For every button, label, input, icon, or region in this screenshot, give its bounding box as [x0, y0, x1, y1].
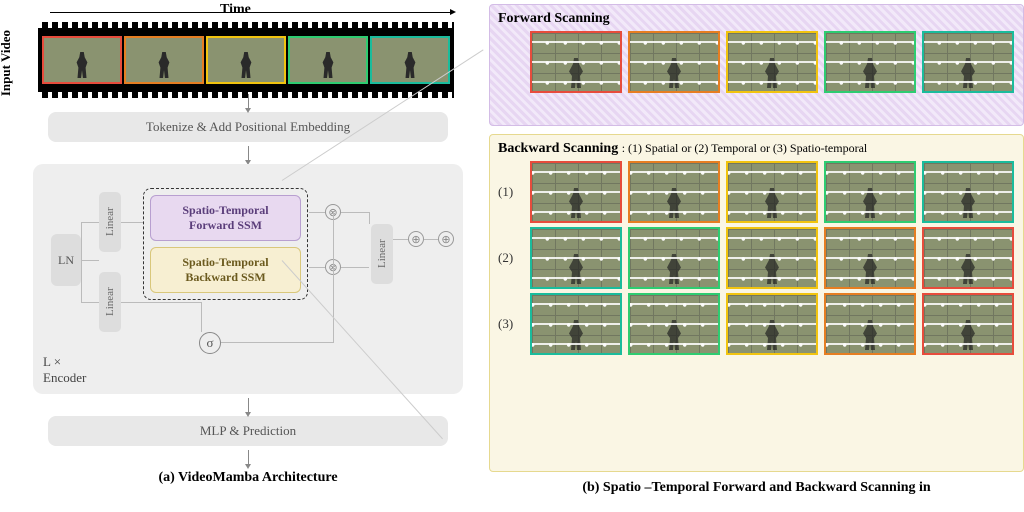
architecture-flow: Tokenize & Add Positional Embedding L × …	[38, 94, 458, 486]
row-label: (2)	[498, 250, 524, 266]
filmstrip	[38, 22, 454, 98]
layernorm-block: LN	[51, 234, 81, 286]
ssm-forward: Spatio-Temporal Forward SSM	[150, 195, 301, 241]
scan-thumb	[726, 161, 818, 223]
figure-root: Time Input Video Tokenize & Add Position…	[0, 0, 1024, 512]
backward-title: Backward Scanning : (1) Spatial or (2) T…	[498, 141, 1015, 157]
scan-thumb	[628, 161, 720, 223]
scan-thumb	[824, 31, 916, 93]
linear-block: Linear	[99, 272, 121, 332]
scan-thumb	[824, 227, 916, 289]
scan-thumb	[530, 293, 622, 355]
scan-thumb	[922, 227, 1014, 289]
scan-thumb	[922, 31, 1014, 93]
encoder-label: L × Encoder	[43, 354, 86, 386]
sigma-op: σ	[199, 332, 221, 354]
thumb-row	[498, 31, 1015, 93]
ssm-group: Spatio-Temporal Forward SSM Spatio-Tempo…	[143, 188, 308, 300]
row-label: (3)	[498, 316, 524, 332]
scan-thumb	[726, 293, 818, 355]
video-frame	[124, 36, 204, 84]
scan-thumb	[922, 293, 1014, 355]
scan-thumb	[628, 293, 720, 355]
scan-thumb	[530, 31, 622, 93]
flow-arrow-icon	[248, 398, 249, 412]
time-arrow	[50, 12, 450, 13]
row-label: (1)	[498, 184, 524, 200]
flow-arrow-icon	[248, 146, 249, 160]
scan-thumb	[824, 161, 916, 223]
forward-scanning-panel: Forward Scanning	[489, 4, 1024, 126]
scan-thumb	[922, 161, 1014, 223]
scan-thumb	[726, 227, 818, 289]
time-label: Time	[220, 2, 251, 18]
thumb-row: (1)	[498, 161, 1015, 223]
caption-a: (a) VideoMamba Architecture	[158, 470, 337, 486]
video-frame	[206, 36, 286, 84]
encoder-block: L × Encoder LN Linear Linear Linear Spat…	[33, 164, 463, 394]
tokenize-block: Tokenize & Add Positional Embedding	[48, 112, 448, 142]
scan-thumb	[530, 161, 622, 223]
scan-thumb	[726, 31, 818, 93]
backward-scanning-panel: Backward Scanning : (1) Spatial or (2) T…	[489, 134, 1024, 472]
caption-b: (b) Spatio –Temporal Forward and Backwar…	[489, 480, 1024, 496]
forward-title: Forward Scanning	[498, 11, 1015, 27]
input-video-label: Input Video	[0, 30, 14, 96]
video-frame	[288, 36, 368, 84]
flow-arrow-icon	[248, 450, 249, 464]
flow-arrow-icon	[248, 94, 249, 108]
video-frame	[370, 36, 450, 84]
thumb-row: (2)	[498, 227, 1015, 289]
linear-block: Linear	[371, 224, 393, 284]
add-op-icon: ⊕	[408, 231, 424, 247]
scan-thumb	[628, 31, 720, 93]
mlp-block: MLP & Prediction	[48, 416, 448, 446]
scan-thumb	[530, 227, 622, 289]
video-frame	[42, 36, 122, 84]
linear-block: Linear	[99, 192, 121, 252]
add-op-icon: ⊕	[438, 231, 454, 247]
scan-thumb	[824, 293, 916, 355]
thumb-row: (3)	[498, 293, 1015, 355]
ssm-backward: Spatio-Temporal Backward SSM	[150, 247, 301, 293]
scan-thumb	[628, 227, 720, 289]
panel-b: Forward Scanning Backward Scanning : (1)…	[485, 0, 1024, 512]
panel-a: Time Input Video Tokenize & Add Position…	[0, 0, 485, 512]
